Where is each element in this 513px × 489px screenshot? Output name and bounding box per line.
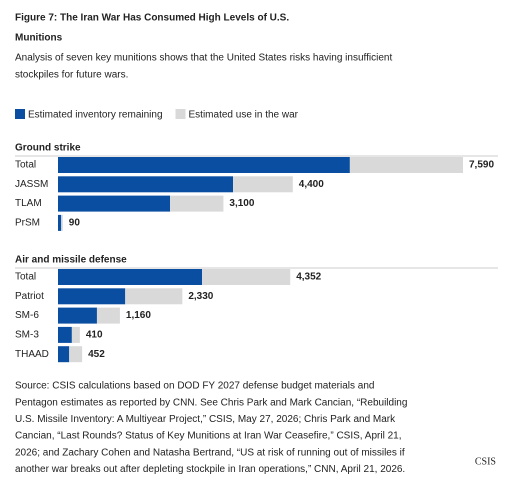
logo: CSIS [475, 456, 496, 467]
bar-segment [233, 176, 293, 193]
source-note: another war breaks out after depleting s… [15, 464, 405, 475]
total-label: 3,100 [229, 198, 254, 209]
source-note: Cancian, “Last Rounds? Status of Key Mun… [15, 431, 401, 442]
total-label: 90 [69, 218, 81, 229]
total-label: 410 [86, 330, 103, 341]
source-note: Source: CSIS calculations based on DOD F… [15, 381, 374, 392]
bar-segment [58, 326, 72, 343]
legend-label: Estimated use in the war [189, 110, 299, 121]
bar-segment [58, 195, 171, 212]
source-note: Pentagon estimates as reported by CNN. S… [15, 397, 407, 408]
legend-swatch [15, 109, 25, 119]
bar-segment [71, 326, 80, 343]
total-label: 452 [88, 349, 105, 360]
category-label: Total [15, 160, 36, 171]
source-note: U.S. Missile Inventory: A Multiyear Proj… [15, 414, 396, 425]
legend-swatch [175, 109, 186, 119]
chart-title: Figure 7: The Iran War Has Consumed High… [15, 13, 289, 24]
bar-segment [69, 346, 83, 363]
category-label: SM-6 [15, 310, 39, 321]
bar-segment [58, 307, 97, 324]
total-label: 2,330 [188, 291, 213, 302]
bar-segment [96, 307, 120, 324]
bar-segment [58, 157, 350, 173]
total-label: 4,352 [296, 272, 321, 283]
total-label: 7,590 [469, 160, 494, 171]
source-note: 2026; and Zachary Cohen and Natasha Bert… [15, 447, 405, 458]
bar-segment [58, 269, 203, 285]
category-label: PrSM [15, 218, 40, 229]
total-label: 4,400 [299, 179, 324, 190]
bar-segment [58, 346, 70, 363]
bar-segment [61, 214, 63, 231]
chart-subtitle: Analysis of seven key munitions shows th… [15, 53, 392, 64]
bar-segment [349, 157, 463, 173]
group-title: Ground strike [15, 143, 81, 154]
category-label: Patriot [15, 291, 44, 302]
group-title: Air and missile defense [15, 255, 127, 266]
bar-segment [58, 176, 234, 193]
category-label: JASSM [15, 179, 48, 190]
bar-segment [58, 214, 62, 231]
bar-segment [125, 288, 183, 305]
chart-subtitle: stockpiles for future wars. [15, 70, 128, 81]
chart-title: Munitions [15, 33, 63, 44]
category-label: Total [15, 272, 36, 283]
bar-segment [202, 269, 291, 285]
legend-label: Estimated inventory remaining [28, 110, 163, 121]
total-label: 1,160 [126, 310, 151, 321]
bar-segment [58, 288, 126, 305]
category-label: SM-3 [15, 330, 39, 341]
bar-segment [170, 195, 224, 212]
category-label: TLAM [15, 198, 42, 209]
category-label: THAAD [15, 349, 49, 360]
